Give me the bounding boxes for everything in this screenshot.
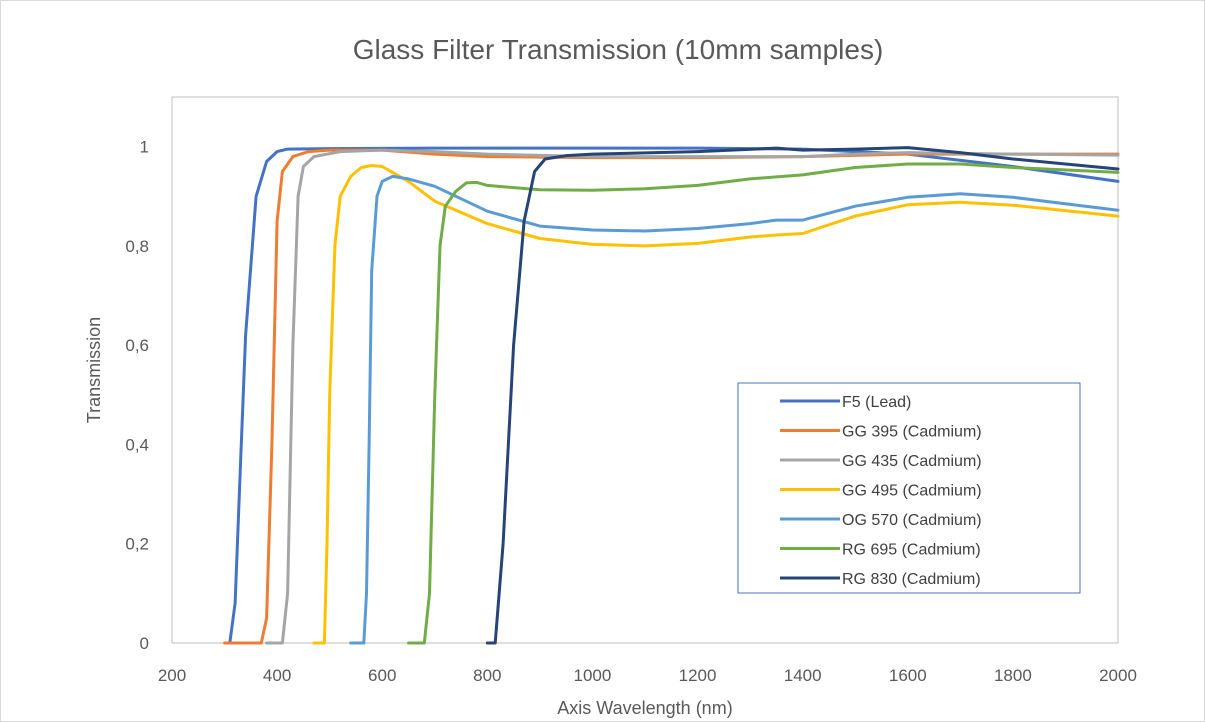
legend-items: F5 (Lead) GG 395 (Cadmium) GG 435 (Cadmium…: [780, 394, 982, 588]
series-line-0: [228, 146, 1120, 645]
legend-label: F5 (Lead): [842, 394, 911, 411]
x-tick-label: 1600: [889, 666, 927, 685]
y-tick-label: 0,2: [125, 535, 149, 554]
x-tick-label: 1800: [994, 666, 1032, 685]
x-tick-label: 2000: [1099, 666, 1137, 685]
series-line-5: [407, 162, 1120, 645]
x-axis-title: Axis Wavelength (nm): [557, 698, 732, 718]
legend-label: GG 495 (Cadmium): [842, 483, 982, 500]
x-tick-label: 1400: [784, 666, 822, 685]
series-line-6: [485, 146, 1120, 645]
legend-label: RG 830 (Cadmium): [842, 571, 981, 588]
legend-label: RG 695 (Cadmium): [842, 542, 981, 559]
x-tick-label: 200: [158, 666, 186, 685]
series-line-4: [349, 174, 1120, 645]
legend: F5 (Lead) GG 395 (Cadmium) GG 435 (Cadmium…: [737, 382, 1081, 594]
y-tick-label: 0,4: [125, 435, 149, 454]
y-axis-title: Transmission: [84, 317, 104, 423]
legend-label: GG 395 (Cadmium): [842, 424, 982, 441]
x-tick-label: 1200: [679, 666, 717, 685]
series-line-2: [265, 148, 1120, 645]
x-tick-label: 400: [263, 666, 291, 685]
chart-title: Glass Filter Transmission (10mm samples): [353, 34, 884, 65]
plot-area: [171, 96, 1119, 644]
y-tick-labels: 0 0,2 0,4 0,6 0,8 1: [125, 138, 149, 653]
x-tick-label: 600: [368, 666, 396, 685]
series-lines: [223, 146, 1120, 645]
y-tick-label: 0: [140, 634, 149, 653]
y-tick-label: 0,6: [125, 336, 149, 355]
y-tick-label: 0,8: [125, 237, 149, 256]
y-tick-label: 1: [140, 138, 149, 157]
series-line-3: [312, 164, 1120, 645]
x-tick-labels: 200 400 600 800 1000 1200 1400 1600 1800 2000: [158, 666, 1137, 685]
legend-label: OG 570 (Cadmium): [842, 512, 982, 529]
x-tick-label: 1000: [574, 666, 612, 685]
x-tick-label: 800: [473, 666, 501, 685]
legend-label: GG 435 (Cadmium): [842, 453, 982, 470]
